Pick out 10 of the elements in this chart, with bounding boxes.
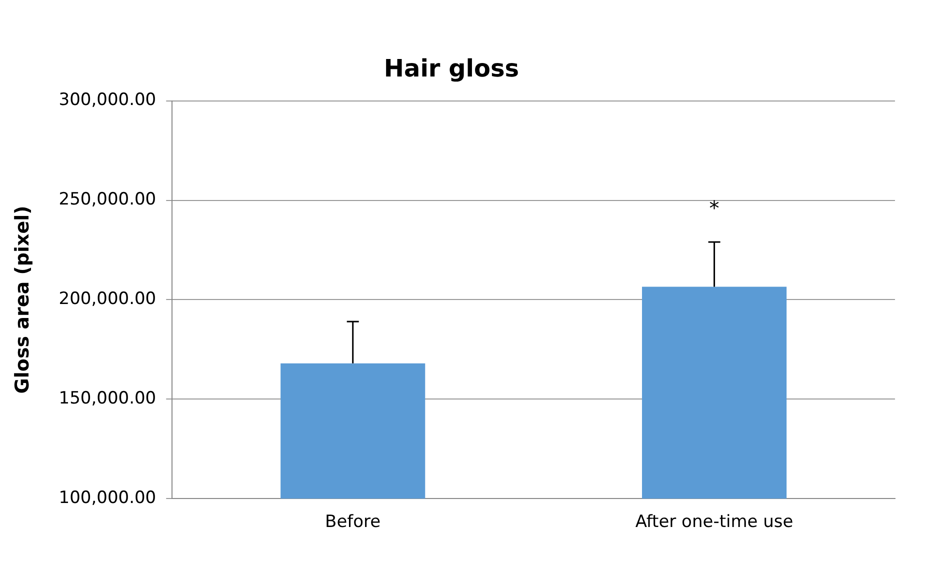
y-tick-label: 300,000.00 xyxy=(58,90,156,110)
chart-title: Hair gloss xyxy=(384,54,520,83)
annotation: * xyxy=(709,196,720,220)
y-tick-label: 100,000.00 xyxy=(58,488,156,508)
x-tick-label: After one-time use xyxy=(635,512,794,532)
y-tick-label: 200,000.00 xyxy=(58,289,156,310)
y-tick-label: 150,000.00 xyxy=(58,388,156,409)
y-axis-title: Gloss area (pixel) xyxy=(11,206,34,394)
x-tick-label: Before xyxy=(325,512,381,532)
y-tick-label: 250,000.00 xyxy=(58,190,156,210)
